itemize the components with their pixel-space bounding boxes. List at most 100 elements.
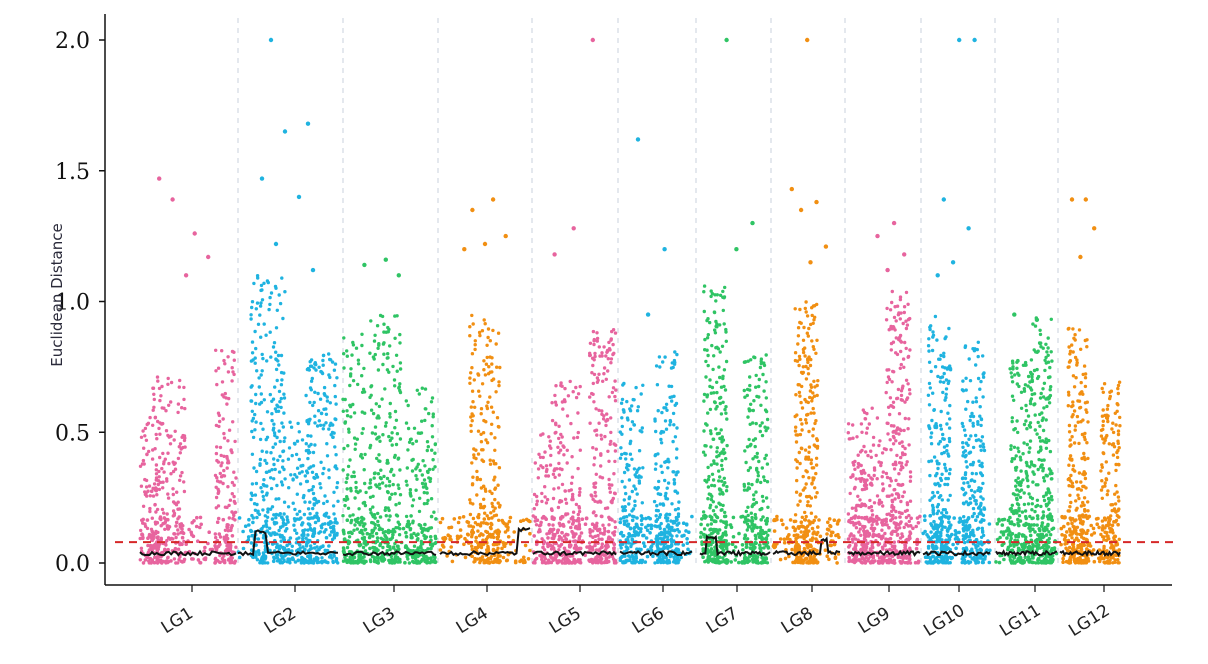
point xyxy=(496,553,501,558)
point xyxy=(250,533,254,538)
point xyxy=(258,313,262,317)
point xyxy=(553,475,557,479)
point xyxy=(888,438,892,442)
point xyxy=(350,474,354,479)
point xyxy=(271,397,276,401)
point xyxy=(345,545,350,550)
point xyxy=(657,355,662,359)
point xyxy=(233,439,237,444)
point xyxy=(606,536,611,541)
point xyxy=(850,506,855,510)
point xyxy=(724,525,728,530)
point xyxy=(762,363,767,368)
point xyxy=(685,537,689,541)
point xyxy=(908,475,913,479)
point xyxy=(243,524,248,528)
point xyxy=(625,399,629,404)
point xyxy=(369,559,373,564)
point xyxy=(869,455,873,459)
point xyxy=(536,476,540,480)
point xyxy=(488,395,492,399)
point xyxy=(658,365,662,369)
point xyxy=(233,510,238,514)
point xyxy=(331,559,335,564)
point xyxy=(760,421,764,425)
point xyxy=(272,531,277,535)
point xyxy=(322,466,326,471)
point xyxy=(720,467,725,471)
point xyxy=(358,543,363,547)
point xyxy=(383,424,388,428)
point xyxy=(799,400,803,405)
point xyxy=(702,527,707,531)
point xyxy=(319,486,323,490)
point xyxy=(411,519,415,523)
point xyxy=(567,489,571,493)
point xyxy=(863,504,868,508)
point xyxy=(252,281,256,286)
point xyxy=(476,529,480,533)
point xyxy=(310,376,314,381)
point xyxy=(166,556,170,560)
point xyxy=(543,557,548,561)
point xyxy=(420,473,424,477)
point xyxy=(470,389,475,393)
point xyxy=(800,422,804,426)
point xyxy=(275,435,279,440)
point xyxy=(745,537,750,541)
point xyxy=(371,505,375,509)
point xyxy=(745,528,749,532)
point xyxy=(478,477,483,482)
point xyxy=(533,515,538,520)
point xyxy=(404,399,408,403)
point xyxy=(532,560,537,564)
point xyxy=(369,385,373,389)
point xyxy=(373,333,377,337)
point xyxy=(471,475,475,479)
point xyxy=(737,560,741,565)
point xyxy=(618,520,623,525)
point xyxy=(251,516,256,520)
point xyxy=(411,442,415,446)
point xyxy=(594,548,599,552)
point xyxy=(322,423,326,427)
point xyxy=(622,498,626,502)
point xyxy=(764,409,769,414)
point xyxy=(353,523,357,527)
point xyxy=(194,524,199,529)
point xyxy=(872,468,877,472)
point xyxy=(754,490,758,494)
point xyxy=(746,415,750,419)
point xyxy=(481,542,486,547)
point xyxy=(321,353,326,358)
point xyxy=(272,462,276,467)
point xyxy=(588,421,592,425)
point xyxy=(656,409,660,413)
point xyxy=(639,514,644,518)
point xyxy=(630,518,635,523)
point xyxy=(490,362,494,366)
point xyxy=(485,514,489,518)
point xyxy=(420,481,425,486)
point xyxy=(151,408,155,412)
point xyxy=(749,402,753,406)
point xyxy=(254,307,258,311)
point xyxy=(874,453,878,458)
point xyxy=(259,400,264,405)
point xyxy=(488,355,492,359)
point xyxy=(231,370,235,374)
outlier-point xyxy=(635,137,641,142)
point xyxy=(226,439,230,443)
point xyxy=(804,482,808,486)
point xyxy=(332,368,337,372)
point xyxy=(169,559,173,563)
point xyxy=(818,534,823,539)
point xyxy=(420,419,424,423)
point xyxy=(864,450,868,454)
point xyxy=(557,521,562,526)
point xyxy=(260,449,264,453)
point xyxy=(554,421,558,425)
point xyxy=(410,469,415,473)
point xyxy=(425,469,430,474)
point xyxy=(551,496,556,501)
